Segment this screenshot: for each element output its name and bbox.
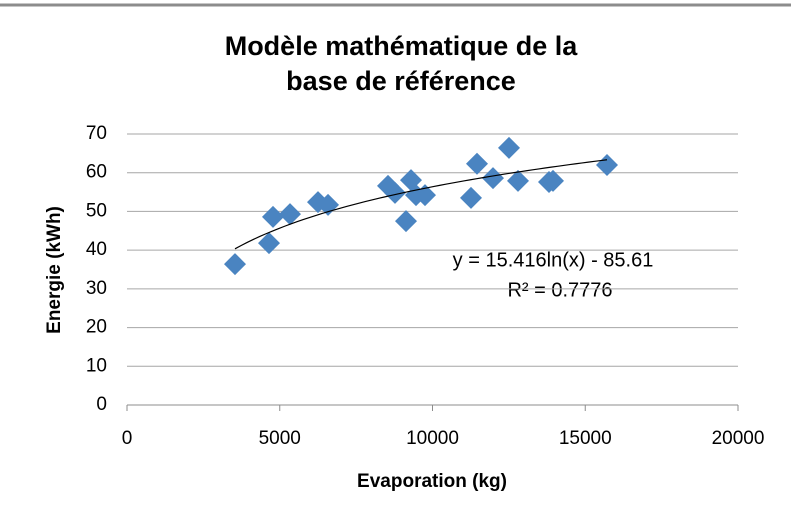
y-axis-label: Energie (kWh) xyxy=(44,206,65,334)
point xyxy=(541,169,564,192)
y-tick-label: 20 xyxy=(86,317,107,338)
y-tick-label: 0 xyxy=(96,394,107,415)
point xyxy=(466,152,489,175)
y-tick-label: 50 xyxy=(86,200,107,221)
point xyxy=(507,169,530,192)
y-tick-label: 30 xyxy=(86,278,107,299)
x-tick-label: 5000 xyxy=(259,428,301,449)
x-tick-label: 10000 xyxy=(406,428,459,449)
point xyxy=(497,136,520,159)
trendline-equation: y = 15.416ln(x) - 85.61 xyxy=(453,249,654,271)
point xyxy=(257,232,280,255)
x-tick-label: 0 xyxy=(122,428,133,449)
x-axis-label: Evaporation (kg) xyxy=(357,471,507,492)
trendline xyxy=(234,159,608,250)
x-tick-label: 15000 xyxy=(559,428,612,449)
y-tick-label: 10 xyxy=(86,355,107,376)
point xyxy=(279,203,302,226)
point xyxy=(459,186,482,209)
point xyxy=(383,181,406,204)
chart-title: Modèle mathématique de la xyxy=(225,31,579,61)
point xyxy=(223,253,246,276)
y-tick-label: 40 xyxy=(86,239,107,260)
point xyxy=(261,205,284,228)
x-tick-label: 20000 xyxy=(712,428,765,449)
point xyxy=(596,153,619,176)
chart-title: base de référence xyxy=(286,66,516,96)
point xyxy=(395,210,418,233)
y-tick-label: 70 xyxy=(86,123,107,144)
y-tick-label: 60 xyxy=(86,162,107,183)
r-squared: R² = 0.7776 xyxy=(507,279,612,301)
point xyxy=(481,167,504,190)
